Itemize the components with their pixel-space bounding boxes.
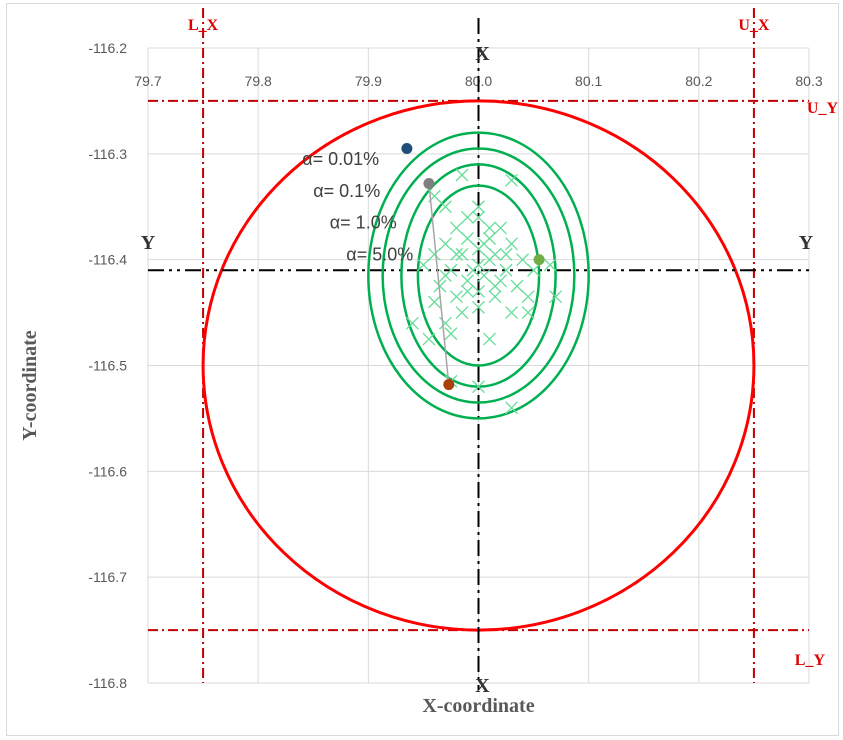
data-point xyxy=(461,210,474,224)
chart-frame xyxy=(6,3,839,736)
alpha-label: α= 0.1% xyxy=(313,181,380,201)
x-tick-label: 80.2 xyxy=(685,73,712,89)
y-tick-label: -116.4 xyxy=(88,252,127,268)
bound-label-l-x: L_X xyxy=(188,17,219,34)
data-point xyxy=(505,173,519,187)
data-point xyxy=(461,274,474,288)
y-tick-label: -116.5 xyxy=(88,358,127,374)
data-point xyxy=(461,284,474,298)
data-point xyxy=(422,332,436,346)
data-point xyxy=(505,306,519,320)
data-point xyxy=(505,401,519,415)
data-point xyxy=(438,237,452,251)
y-tick-label: -116.2 xyxy=(88,40,127,56)
data-point xyxy=(510,279,524,293)
data-point xyxy=(483,332,496,346)
data-point xyxy=(549,290,563,304)
bound-label-u-y: U_Y xyxy=(807,100,839,117)
data-point xyxy=(461,232,474,245)
data-point xyxy=(455,247,469,261)
data-point xyxy=(427,295,441,309)
confidence-ellipse xyxy=(367,131,590,420)
data-point xyxy=(494,221,507,235)
data-point xyxy=(455,306,469,320)
data-point xyxy=(516,253,530,267)
data-point xyxy=(450,221,463,235)
data-point xyxy=(477,269,491,283)
data-point xyxy=(450,247,463,261)
data-point xyxy=(427,247,441,261)
confidence-ellipse xyxy=(381,147,576,404)
data-point xyxy=(527,263,541,277)
data-point xyxy=(438,200,452,214)
bound-label-l-y: L_Y xyxy=(795,652,826,669)
data-point xyxy=(499,263,513,277)
data-point xyxy=(505,237,519,251)
y-axis-title: Y-coordinate xyxy=(19,330,41,440)
data-point xyxy=(433,279,447,293)
data-point xyxy=(483,221,496,235)
data-point xyxy=(521,306,535,320)
x-tick-label: 79.7 xyxy=(134,73,161,89)
bound-label-u-x: U_X xyxy=(738,17,770,34)
alpha-marker xyxy=(423,177,435,189)
centerline-x-label-top: X xyxy=(475,43,490,65)
centerline-x-label-bottom: X xyxy=(475,675,490,697)
data-point xyxy=(416,258,430,272)
alpha-marker xyxy=(533,254,545,266)
data-point xyxy=(521,290,535,304)
data-point xyxy=(483,253,496,267)
x-tick-label: 80.1 xyxy=(575,73,602,89)
data-point xyxy=(472,200,485,214)
x-tick-label: 79.8 xyxy=(245,73,272,89)
marker-connector xyxy=(428,183,450,385)
centerline-y-label-left: Y xyxy=(141,232,156,254)
y-tick-label: -116.8 xyxy=(88,675,127,691)
alpha-label: α= 5.0% xyxy=(346,244,413,264)
data-point xyxy=(488,290,502,304)
y-tick-label: -116.3 xyxy=(88,146,127,162)
data-point xyxy=(472,380,485,394)
data-point xyxy=(438,269,452,283)
alpha-marker xyxy=(401,143,413,155)
x-tick-label: 79.9 xyxy=(355,73,382,89)
data-point xyxy=(455,168,469,182)
data-point xyxy=(472,210,485,224)
data-point xyxy=(444,327,458,341)
data-point xyxy=(438,316,452,330)
alpha-marker xyxy=(443,379,455,391)
data-point xyxy=(499,247,513,261)
data-point xyxy=(466,263,480,277)
data-point xyxy=(405,316,419,330)
y-tick-label: -116.7 xyxy=(88,569,127,585)
centerline-y-label-right: Y xyxy=(799,232,814,254)
data-point xyxy=(543,258,557,272)
data-point xyxy=(477,237,491,251)
data-point xyxy=(472,300,485,314)
x-axis-title: X-coordinate xyxy=(422,695,534,717)
alpha-label: α= 1.0% xyxy=(330,213,397,233)
data-point xyxy=(450,290,463,304)
x-tick-label: 80.3 xyxy=(795,73,822,89)
data-point xyxy=(488,279,502,293)
y-tick-label: -116.6 xyxy=(88,463,127,479)
data-point xyxy=(472,284,485,298)
alpha-label: α= 0.01% xyxy=(302,149,379,169)
